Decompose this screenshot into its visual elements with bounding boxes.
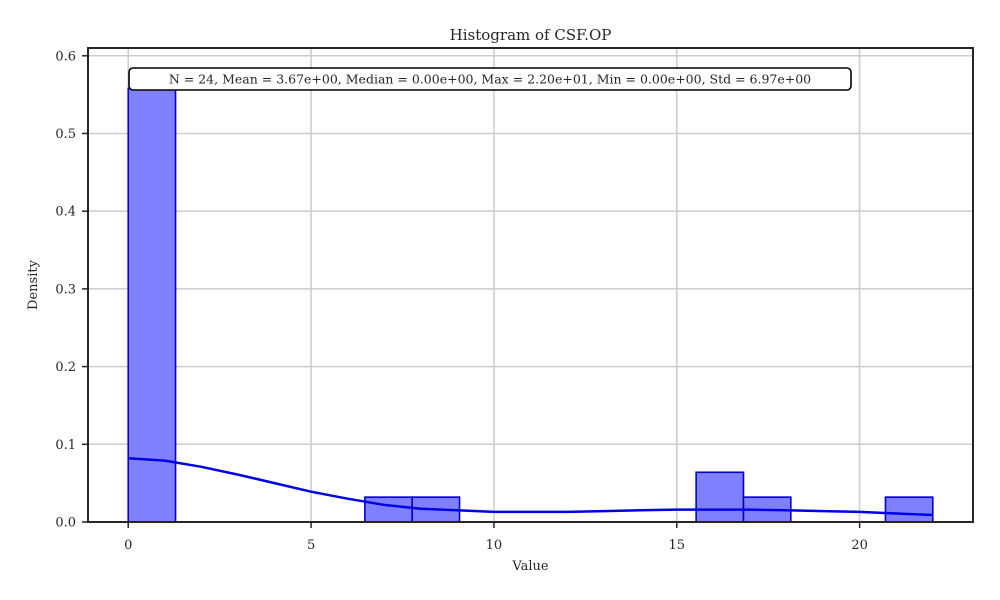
- histogram-bar: [695, 471, 745, 523]
- stats-annotation: N = 24, Mean = 3.67e+00, Median = 0.00e+…: [169, 72, 811, 87]
- histogram-bar: [127, 87, 177, 523]
- kde-curve: [128, 457, 933, 517]
- kde-layer: [128, 457, 933, 517]
- ticks-layer: 0 5 10 15 20 0.0 0.1 0.2 0.3 0.4 0.5 0.6: [55, 49, 868, 553]
- x-tick-label: 20: [851, 538, 868, 553]
- grid-layer: [88, 48, 973, 523]
- x-tick-label: 15: [669, 538, 686, 553]
- x-tick-label: 10: [486, 538, 503, 553]
- histogram-bars: [127, 87, 934, 523]
- histogram-bar: [364, 496, 413, 523]
- x-tick-label: 5: [307, 538, 315, 553]
- histogram-bar: [884, 496, 934, 523]
- y-tick-label: 0.6: [55, 49, 76, 64]
- x-tick-label: 0: [124, 538, 132, 553]
- plot-frame: [87, 47, 974, 523]
- y-axis-label: Density: [26, 259, 41, 310]
- y-tick-label: 0.1: [55, 438, 76, 453]
- x-axis-label: Value: [511, 559, 548, 574]
- y-tick-label: 0.2: [55, 360, 76, 375]
- chart-title: Histogram of CSF.OP: [450, 26, 612, 44]
- stats-annotation-box: N = 24, Mean = 3.67e+00, Median = 0.00e+…: [128, 67, 852, 91]
- y-tick-label: 0.4: [55, 205, 76, 220]
- y-tick-label: 0.5: [55, 127, 76, 142]
- stats-annotation-frame: [128, 67, 852, 91]
- y-tick-label: 0.0: [55, 516, 76, 531]
- y-tick-label: 0.3: [55, 282, 76, 297]
